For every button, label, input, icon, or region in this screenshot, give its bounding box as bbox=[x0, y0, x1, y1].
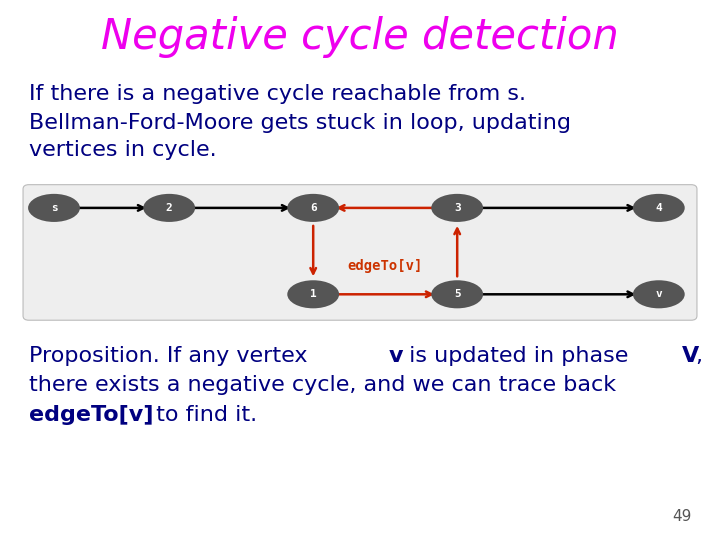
Ellipse shape bbox=[28, 194, 80, 222]
Text: edgeTo[v]: edgeTo[v] bbox=[348, 259, 423, 273]
Ellipse shape bbox=[431, 280, 483, 308]
Text: 49: 49 bbox=[672, 509, 691, 524]
Text: is updated in phase: is updated in phase bbox=[402, 346, 636, 366]
Text: edgeTo[v]: edgeTo[v] bbox=[29, 405, 153, 425]
Text: 3: 3 bbox=[454, 203, 461, 213]
Text: 1: 1 bbox=[310, 289, 317, 299]
Text: 5: 5 bbox=[454, 289, 461, 299]
Text: Proposition. If any vertex: Proposition. If any vertex bbox=[29, 346, 315, 366]
Text: Bellman-Ford-Moore gets stuck in loop, updating
vertices in cycle.: Bellman-Ford-Moore gets stuck in loop, u… bbox=[29, 113, 571, 160]
Text: Negative cycle detection: Negative cycle detection bbox=[101, 16, 619, 58]
Text: V: V bbox=[682, 346, 699, 366]
Text: v: v bbox=[655, 289, 662, 299]
Ellipse shape bbox=[143, 194, 195, 222]
Ellipse shape bbox=[633, 280, 685, 308]
Text: ,: , bbox=[696, 346, 703, 366]
Text: v: v bbox=[389, 346, 403, 366]
Text: 6: 6 bbox=[310, 203, 317, 213]
Ellipse shape bbox=[633, 194, 685, 222]
Ellipse shape bbox=[287, 280, 339, 308]
Text: to find it.: to find it. bbox=[149, 405, 257, 425]
Text: s: s bbox=[50, 203, 58, 213]
FancyBboxPatch shape bbox=[23, 185, 697, 320]
Text: 4: 4 bbox=[655, 203, 662, 213]
Text: there exists a negative cycle, and we can trace back: there exists a negative cycle, and we ca… bbox=[29, 375, 616, 395]
Ellipse shape bbox=[431, 194, 483, 222]
Text: 2: 2 bbox=[166, 203, 173, 213]
Ellipse shape bbox=[287, 194, 339, 222]
Text: If there is a negative cycle reachable from s.: If there is a negative cycle reachable f… bbox=[29, 84, 526, 104]
